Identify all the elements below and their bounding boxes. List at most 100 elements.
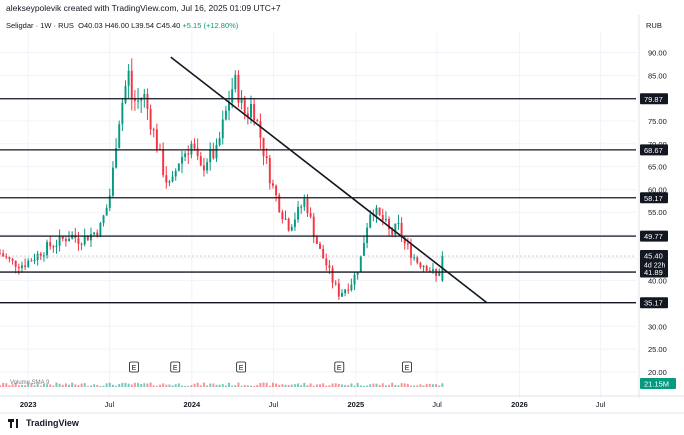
volume-bar	[397, 385, 400, 387]
volume-bar	[369, 384, 372, 387]
volume-bar	[250, 385, 252, 387]
volume-bar	[234, 385, 237, 387]
level-label-box	[640, 230, 668, 242]
candle-body	[410, 244, 412, 258]
volume-bar	[353, 385, 356, 387]
candle-body	[133, 98, 136, 101]
candle-body	[350, 284, 353, 291]
volume-bar	[413, 385, 416, 387]
candle-body	[24, 265, 27, 267]
candle-body	[80, 243, 83, 245]
level-label: 58.17	[644, 194, 663, 203]
symbol-name[interactable]: Seligdar · 1W · RUS	[6, 21, 74, 30]
candle-body	[325, 258, 328, 266]
x-tick-label: 2025	[348, 400, 365, 409]
tradingview-footer: TradingView	[8, 418, 79, 428]
volume-bar	[93, 384, 96, 387]
earnings-marker	[334, 361, 345, 373]
candle-body	[369, 214, 372, 228]
volume-bar	[243, 384, 246, 387]
volume-bar	[64, 383, 67, 387]
volume-bar	[180, 385, 183, 387]
candle-body	[168, 181, 171, 183]
volume-indicator-label[interactable]: Volume SMA 9	[10, 380, 50, 386]
volume-bar	[284, 384, 287, 387]
volume-bar	[218, 384, 221, 387]
ohlc-high: H46.00	[104, 21, 129, 30]
candle-body	[33, 260, 36, 262]
volume-bar	[46, 384, 49, 387]
volume-bar	[55, 382, 58, 387]
candle-body	[102, 215, 105, 224]
earnings-marker-label: E	[239, 365, 244, 372]
candle-body	[30, 260, 33, 262]
candle-body	[111, 167, 114, 196]
volume-bar	[419, 384, 422, 387]
tradingview-logo-icon	[8, 418, 22, 428]
candle-body	[234, 74, 237, 90]
candle-body	[265, 156, 268, 159]
volume-bar	[391, 382, 394, 387]
candle-body	[284, 218, 287, 220]
volume-bar	[337, 383, 340, 387]
y-tick-label: 30.00	[648, 322, 667, 331]
volume-bar	[435, 384, 438, 387]
candle-body	[61, 236, 64, 239]
volume-bar	[8, 385, 11, 387]
volume-bar	[278, 384, 281, 387]
volume-bar	[96, 384, 99, 387]
volume-bar	[259, 382, 262, 387]
trendline	[170, 56, 488, 304]
volume-bar	[347, 385, 350, 387]
volume-bar	[33, 385, 36, 387]
volume-bar	[162, 383, 165, 387]
x-tick-label: 2023	[20, 400, 37, 409]
candle-body	[93, 232, 96, 235]
y-tick-label: 40.00	[648, 277, 667, 286]
volume-bar	[341, 384, 343, 387]
candle-body	[378, 207, 381, 216]
candle-body	[397, 222, 400, 224]
candle-body	[425, 265, 428, 271]
candle-body	[68, 238, 70, 242]
candle-body	[237, 74, 240, 103]
candle-body	[224, 110, 227, 120]
volume-bar	[149, 382, 152, 387]
volume-bar	[268, 385, 271, 387]
volume-bar	[331, 383, 334, 387]
y-tick-label: 20.00	[648, 368, 667, 377]
candle-body	[246, 113, 249, 118]
volume-bar	[83, 383, 86, 387]
volume-bar	[14, 382, 17, 387]
countdown-label: 4d 22h	[644, 263, 666, 270]
candle-body	[281, 211, 284, 220]
level-label: 41.89	[644, 268, 663, 277]
candle-body	[199, 156, 202, 166]
candle-body	[228, 102, 231, 111]
candle-body	[83, 235, 86, 245]
volume-bar	[416, 385, 419, 387]
candle-body	[127, 70, 130, 86]
volume-bar	[431, 384, 434, 387]
candle-body	[240, 97, 243, 103]
candle-body	[121, 102, 124, 125]
earnings-marker-label: E	[405, 365, 410, 372]
candle-body	[5, 256, 8, 258]
volume-bar	[366, 385, 369, 387]
candle-body	[319, 243, 321, 249]
symbol-legend: Seligdar · 1W · RUS O40.03 H46.00 L39.54…	[6, 21, 238, 30]
candle-body	[27, 260, 30, 267]
candle-body	[394, 223, 397, 235]
candle-body	[17, 266, 20, 269]
candle-body	[268, 158, 271, 184]
candle-body	[209, 149, 212, 163]
candle-body	[428, 270, 431, 272]
volume-bar	[319, 384, 321, 387]
current-price-label: 45.40	[644, 252, 663, 261]
candle-body	[0, 253, 1, 255]
volume-bar	[303, 382, 306, 387]
candle-body	[293, 219, 296, 227]
candle-body	[177, 163, 180, 171]
volume-bar	[322, 383, 325, 387]
